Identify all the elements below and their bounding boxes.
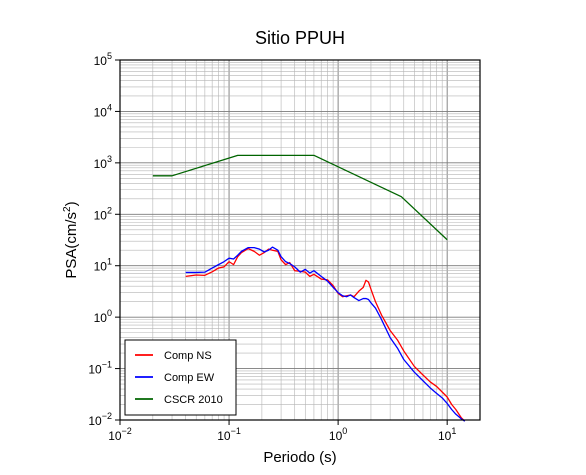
y-axis-label-superscript: 2 (62, 206, 73, 212)
x-tick-label: 10−2 (108, 426, 132, 443)
y-axis-label-main: PSA(cm/s (63, 212, 80, 279)
x-tick-exponent: −1 (231, 426, 241, 436)
y-tick-label: 104 (94, 102, 112, 119)
legend: Comp NS Comp EW CSCR 2010 (124, 339, 237, 416)
y-tick-exponent: 2 (107, 205, 112, 215)
y-axis-label-close: ) (63, 201, 80, 206)
plot-frame (119, 59, 481, 421)
y-tick-exponent: 4 (107, 102, 112, 112)
y-tick-base: 10 (88, 414, 102, 428)
y-tick-label: 101 (94, 257, 112, 274)
y-tick-exponent: −1 (102, 360, 112, 370)
y-tick-label: 10−1 (88, 360, 112, 377)
x-tick-base: 10 (438, 429, 452, 443)
y-tick-base: 10 (94, 54, 108, 68)
x-tick-label: 100 (329, 426, 347, 443)
series-group (152, 154, 466, 422)
x-tick-base: 10 (217, 429, 231, 443)
grid (119, 59, 481, 421)
legend-label: Comp NS (164, 350, 212, 362)
y-tick-exponent: 0 (107, 308, 112, 318)
y-tick-label: 100 (94, 308, 112, 325)
y-tick-label: 105 (94, 51, 112, 68)
legend-label: Comp EW (164, 372, 215, 384)
series-line-cscr-2010 (152, 154, 448, 241)
y-axis-label: PSA(cm/s2) (62, 201, 80, 278)
y-tick-exponent: 5 (107, 51, 112, 61)
legend-label: CSCR 2010 (164, 394, 223, 406)
series-line-comp-ew (185, 246, 466, 422)
chart-title: Sitio PPUH (255, 28, 345, 48)
x-tick-exponent: 1 (451, 426, 456, 436)
x-tick-exponent: −2 (122, 426, 132, 436)
y-tick-base: 10 (94, 311, 108, 325)
x-tick-base: 10 (108, 429, 122, 443)
y-tick-base: 10 (94, 157, 108, 171)
y-tick-base: 10 (94, 208, 108, 222)
x-axis-label: Periodo (s) (263, 449, 336, 466)
x-tick-base: 10 (329, 429, 343, 443)
y-tick-label: 103 (94, 154, 112, 171)
y-tick-exponent: −2 (102, 411, 112, 421)
y-tick-base: 10 (94, 105, 108, 119)
y-tick-exponent: 1 (107, 257, 112, 267)
y-tick-base: 10 (88, 363, 102, 377)
x-tick-label: 10−1 (217, 426, 241, 443)
y-tick-label: 10−2 (88, 411, 112, 428)
y-tick-base: 10 (94, 260, 108, 274)
x-tick-exponent: 0 (342, 426, 347, 436)
x-tick-label: 101 (438, 426, 456, 443)
y-tick-label: 102 (94, 205, 112, 222)
y-tick-exponent: 3 (107, 154, 112, 164)
series-line-comp-ns (185, 247, 466, 422)
